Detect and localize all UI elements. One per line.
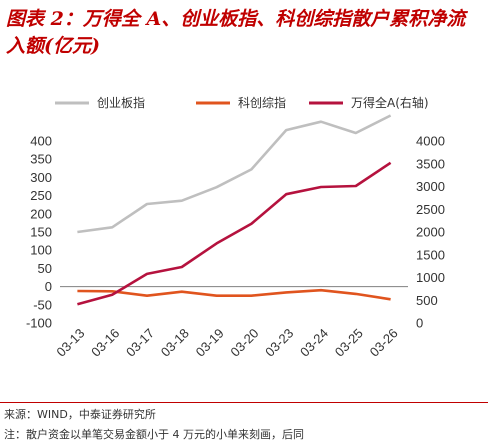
series-lines — [77, 114, 392, 306]
x-tick-label: 03-25 — [332, 326, 366, 360]
x-tick-label: 03-17 — [123, 326, 157, 360]
y-left-tick-label: 0 — [45, 279, 52, 294]
y-right-tick-label: 0 — [416, 316, 423, 331]
y-right-tick-label: 4000 — [416, 134, 445, 149]
x-tick-label: 03-19 — [193, 326, 227, 360]
legend-label: 科创综指 — [238, 95, 286, 110]
x-tick-label: 03-20 — [227, 326, 261, 360]
y-left-tick-label: 400 — [30, 134, 52, 149]
y-left-tick-label: -50 — [33, 297, 52, 312]
y-left-tick-label: 200 — [30, 206, 52, 221]
y-right-tick-label: 3000 — [416, 179, 445, 194]
y-right-tick-label: 1500 — [416, 247, 445, 262]
line-chart: 创业板指 科创综指 万得全A(右轴) -100 -50 0 50 100 150 200 250 3… — [26, 95, 445, 360]
source-note: 来源：WIND，中泰证券研究所 — [4, 408, 156, 421]
y-left-tick-label: 250 — [30, 188, 52, 203]
y-left-tick-label: 100 — [30, 243, 52, 258]
y-right-tick-label: 2500 — [416, 202, 445, 217]
y-left-tick-label: 300 — [30, 170, 52, 185]
x-tick-label: 03-13 — [53, 326, 87, 360]
y-right-tick-label: 1000 — [416, 270, 445, 285]
series-line — [77, 288, 391, 301]
legend-label: 万得全A(右轴) — [351, 95, 429, 110]
x-tick-label: 03-26 — [367, 326, 401, 360]
y-right-tick-label: 2000 — [416, 225, 445, 240]
y-left-tick-label: 50 — [38, 261, 52, 276]
x-tick-label: 03-18 — [158, 326, 192, 360]
x-tick-label: 03-24 — [297, 326, 331, 360]
legend: 创业板指 科创综指 万得全A(右轴) — [55, 95, 429, 110]
y-left-tick-label: 150 — [30, 225, 52, 240]
footnote: 注：散户资金以单笔交易金额小于 4 万元的小单来刻画，后同 — [4, 428, 304, 441]
y-left-tick-label: -100 — [26, 316, 52, 331]
x-tick-label: 03-23 — [262, 326, 296, 360]
chart-title: 图表 2：万得全 A、创业板指、科创综指散户累积净流入额(亿元) — [6, 8, 466, 57]
y-right-tick-label: 3500 — [416, 156, 445, 171]
x-tick-label: 03-16 — [88, 326, 122, 360]
y-left-tick-label: 350 — [30, 152, 52, 167]
legend-label: 创业板指 — [97, 95, 145, 110]
y-right-tick-label: 500 — [416, 293, 438, 308]
series-line — [77, 114, 392, 234]
footer-divider — [0, 402, 488, 403]
series-line — [77, 161, 392, 306]
